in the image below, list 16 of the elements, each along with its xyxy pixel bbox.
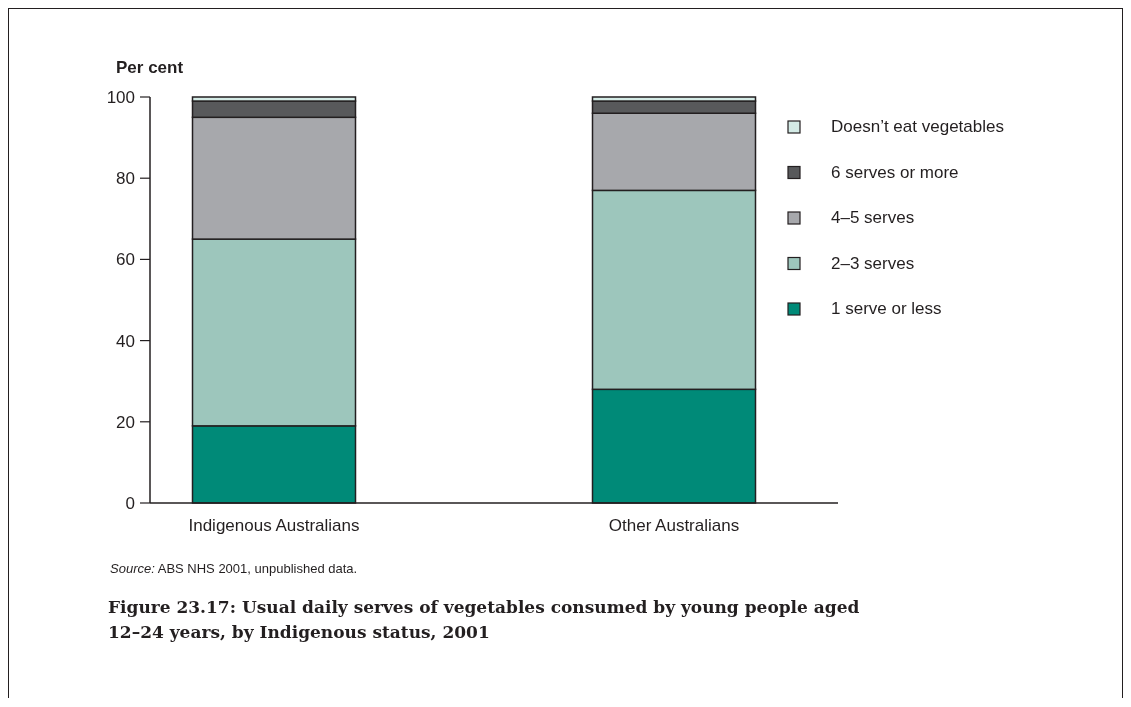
y-axis-title: Per cent (116, 58, 184, 77)
y-tick-label: 40 (116, 331, 135, 351)
y-tick-label: 20 (116, 412, 135, 432)
legend-label: 1 serve or less (831, 299, 942, 318)
y-tick-label: 100 (106, 87, 135, 107)
legend-label: Doesn’t eat vegetables (831, 117, 1004, 136)
text: Figure 23.17: Usual daily serves of vegetables consumed by young people aged 12–24 years, by Indigenous status, 2001 (108, 597, 860, 642)
x-tick-label: Indigenous Australians (188, 516, 360, 535)
source-note: Source: ABS NHS 2001, unpublished data. (110, 561, 358, 576)
legend-label: 4–5 serves (831, 208, 915, 227)
y-tick-label: 60 (116, 250, 135, 270)
legend-label: 2–3 serves (831, 253, 915, 273)
legend-label: 6 serves or more (831, 162, 959, 182)
x-tick-label: Other Australians (608, 516, 740, 535)
y-tick-label: 80 (116, 169, 135, 189)
y-tick-label: 0 (125, 493, 135, 513)
